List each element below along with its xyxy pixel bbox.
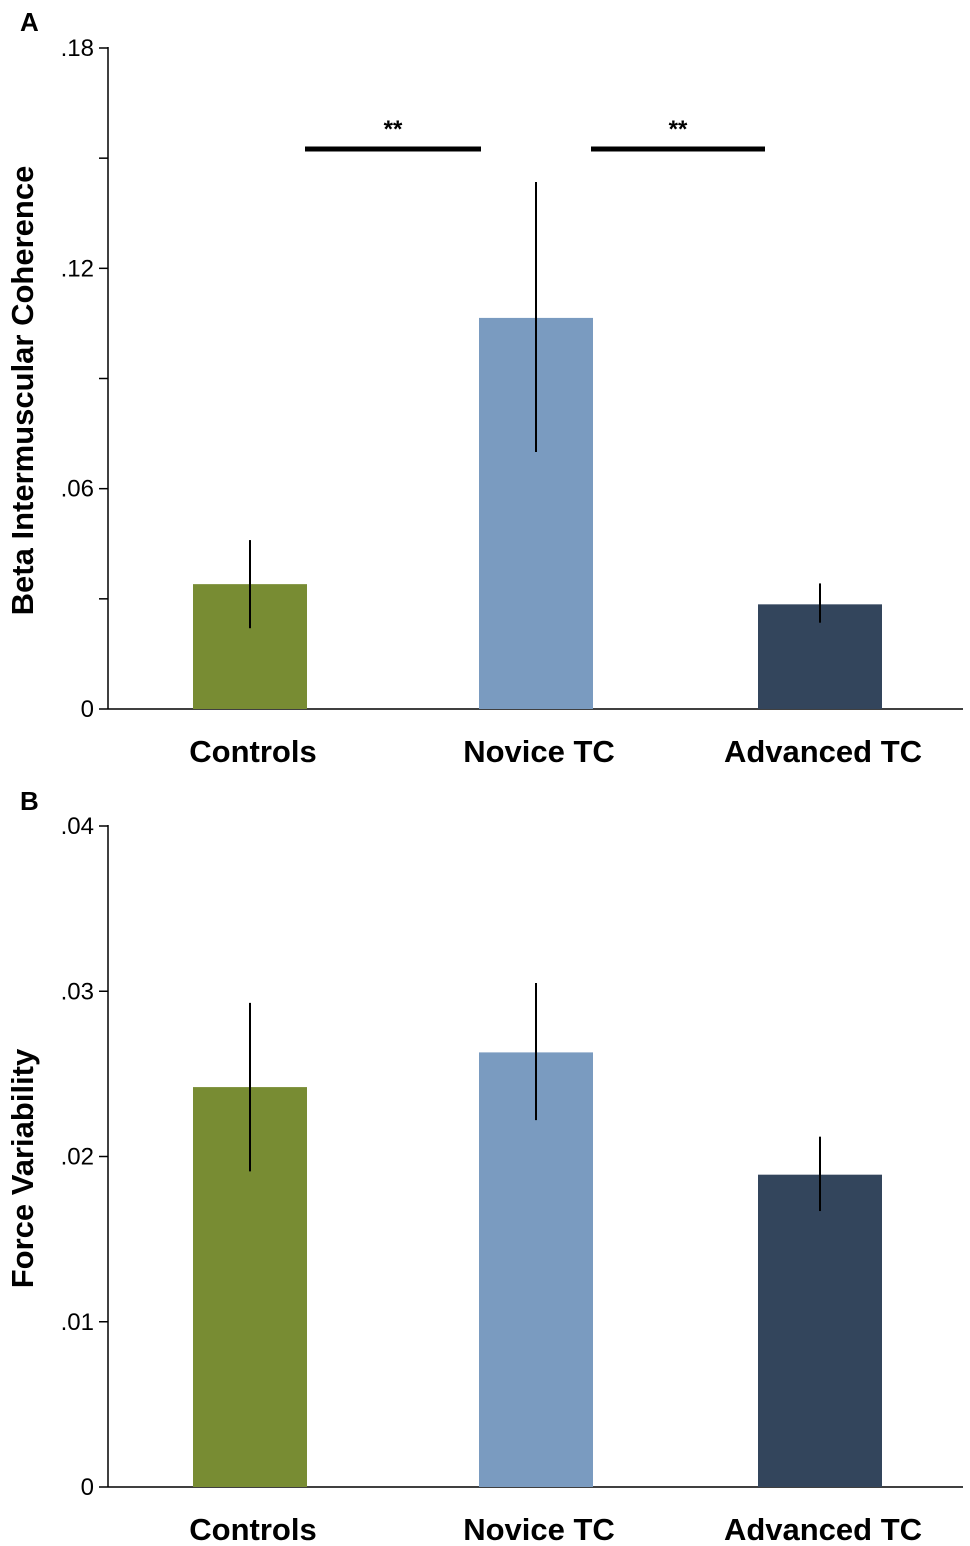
bar-advanced-tc bbox=[758, 1174, 882, 1487]
y-tick-label: .18 bbox=[61, 35, 94, 62]
x-category-label: Controls bbox=[189, 734, 316, 769]
y-axis-title: Beta Intermuscular Coherence bbox=[5, 166, 40, 616]
panel-label: B bbox=[20, 786, 39, 816]
y-axis-title: Force Variability bbox=[5, 1048, 40, 1288]
x-category-label: Advanced TC bbox=[724, 1512, 922, 1546]
y-tick-label: 0 bbox=[81, 1474, 94, 1501]
y-tick-label: .04 bbox=[61, 813, 94, 840]
significance-label: ** bbox=[384, 116, 403, 143]
x-category-label: Advanced TC bbox=[724, 734, 922, 769]
bar-novice-tc bbox=[479, 1052, 593, 1487]
y-tick-label: .03 bbox=[61, 978, 94, 1005]
y-tick-label: .01 bbox=[61, 1309, 94, 1336]
panel-b: B 0 .01 .02 .03 .04 Force Variability Controls N… bbox=[5, 786, 963, 1546]
significance-label: ** bbox=[669, 116, 688, 143]
y-tick-label: .06 bbox=[61, 476, 94, 503]
y-tick-label: .02 bbox=[61, 1144, 94, 1171]
panel-a: A 0 .06 .12 .18 Beta Intermuscular Coherence C… bbox=[5, 7, 963, 769]
x-category-label: Novice TC bbox=[463, 734, 615, 769]
x-category-label: Controls bbox=[189, 1512, 316, 1546]
y-tick-label: 0 bbox=[81, 696, 94, 723]
y-tick-label: .12 bbox=[61, 255, 94, 282]
x-category-label: Novice TC bbox=[463, 1512, 615, 1546]
panel-label: A bbox=[20, 7, 39, 37]
